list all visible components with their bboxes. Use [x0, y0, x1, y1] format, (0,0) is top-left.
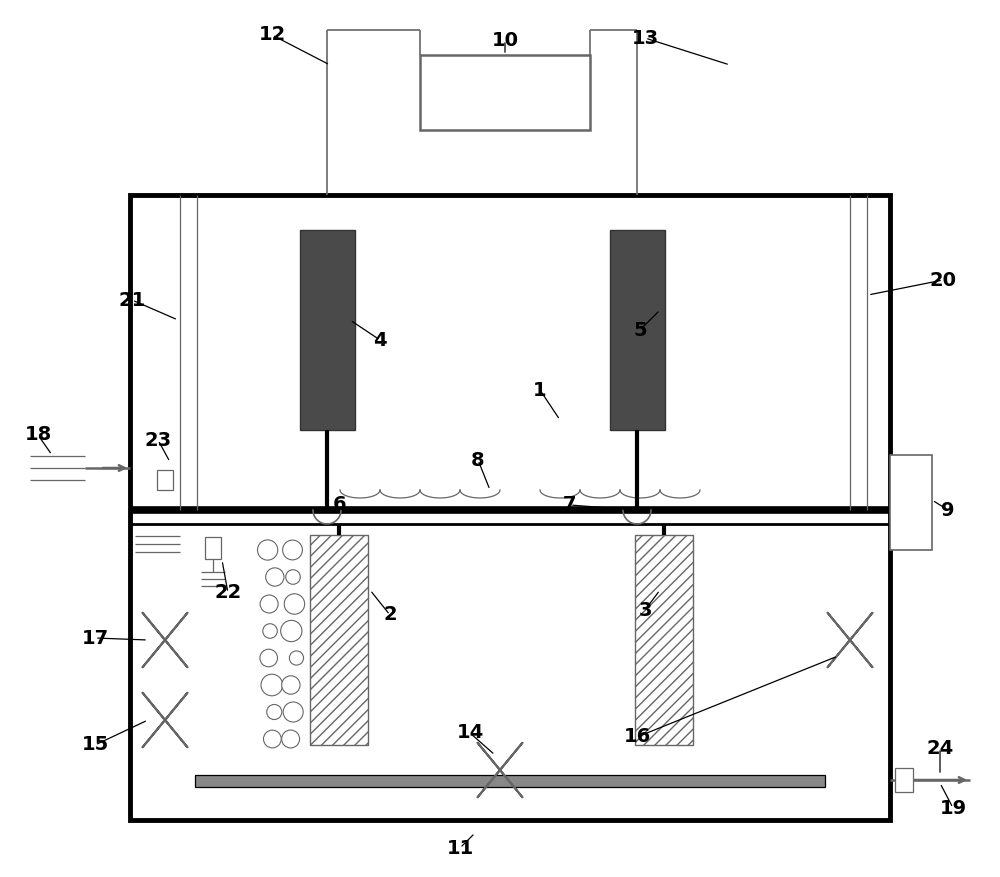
Text: 11: 11 [446, 838, 474, 858]
Text: 20: 20 [930, 270, 956, 289]
Text: 3: 3 [638, 601, 652, 619]
Circle shape [257, 540, 278, 560]
Circle shape [281, 620, 302, 642]
Circle shape [283, 702, 303, 722]
Bar [300, 230, 355, 430]
Circle shape [263, 731, 281, 748]
Text: 14: 14 [456, 724, 484, 743]
Bar [420, 55, 590, 130]
Circle shape [282, 730, 300, 748]
Text: 12: 12 [258, 25, 286, 45]
Text: 4: 4 [373, 331, 387, 350]
Text: 19: 19 [939, 798, 967, 817]
Text: 13: 13 [631, 28, 659, 47]
Circle shape [266, 567, 284, 586]
Text: 24: 24 [926, 738, 954, 758]
Circle shape [289, 651, 304, 665]
Circle shape [263, 624, 277, 638]
Circle shape [267, 704, 282, 719]
Text: 17: 17 [81, 629, 109, 647]
Text: 15: 15 [81, 736, 109, 754]
Text: 10: 10 [492, 31, 518, 49]
Text: 9: 9 [941, 501, 955, 519]
Text: 18: 18 [24, 425, 52, 445]
Bar [157, 470, 173, 490]
Bar [130, 195, 890, 820]
Text: 2: 2 [383, 605, 397, 624]
Circle shape [260, 649, 278, 667]
Circle shape [284, 594, 305, 614]
Bar [205, 537, 221, 559]
Text: 6: 6 [333, 496, 347, 515]
Circle shape [282, 676, 300, 695]
Circle shape [261, 674, 283, 695]
Text: 23: 23 [144, 431, 172, 450]
Text: 21: 21 [118, 290, 146, 310]
Bar [890, 455, 932, 550]
Bar [635, 535, 693, 745]
Text: 22: 22 [214, 583, 242, 602]
Text: 16: 16 [623, 728, 651, 746]
Circle shape [283, 540, 302, 560]
Circle shape [286, 570, 300, 584]
Text: 5: 5 [633, 320, 647, 339]
Text: 8: 8 [471, 451, 485, 469]
Text: 7: 7 [563, 496, 577, 515]
Bar [895, 768, 913, 792]
Bar [610, 230, 665, 430]
Circle shape [260, 595, 278, 613]
Bar [310, 535, 368, 745]
Text: 1: 1 [533, 381, 547, 400]
Bar [195, 775, 825, 787]
